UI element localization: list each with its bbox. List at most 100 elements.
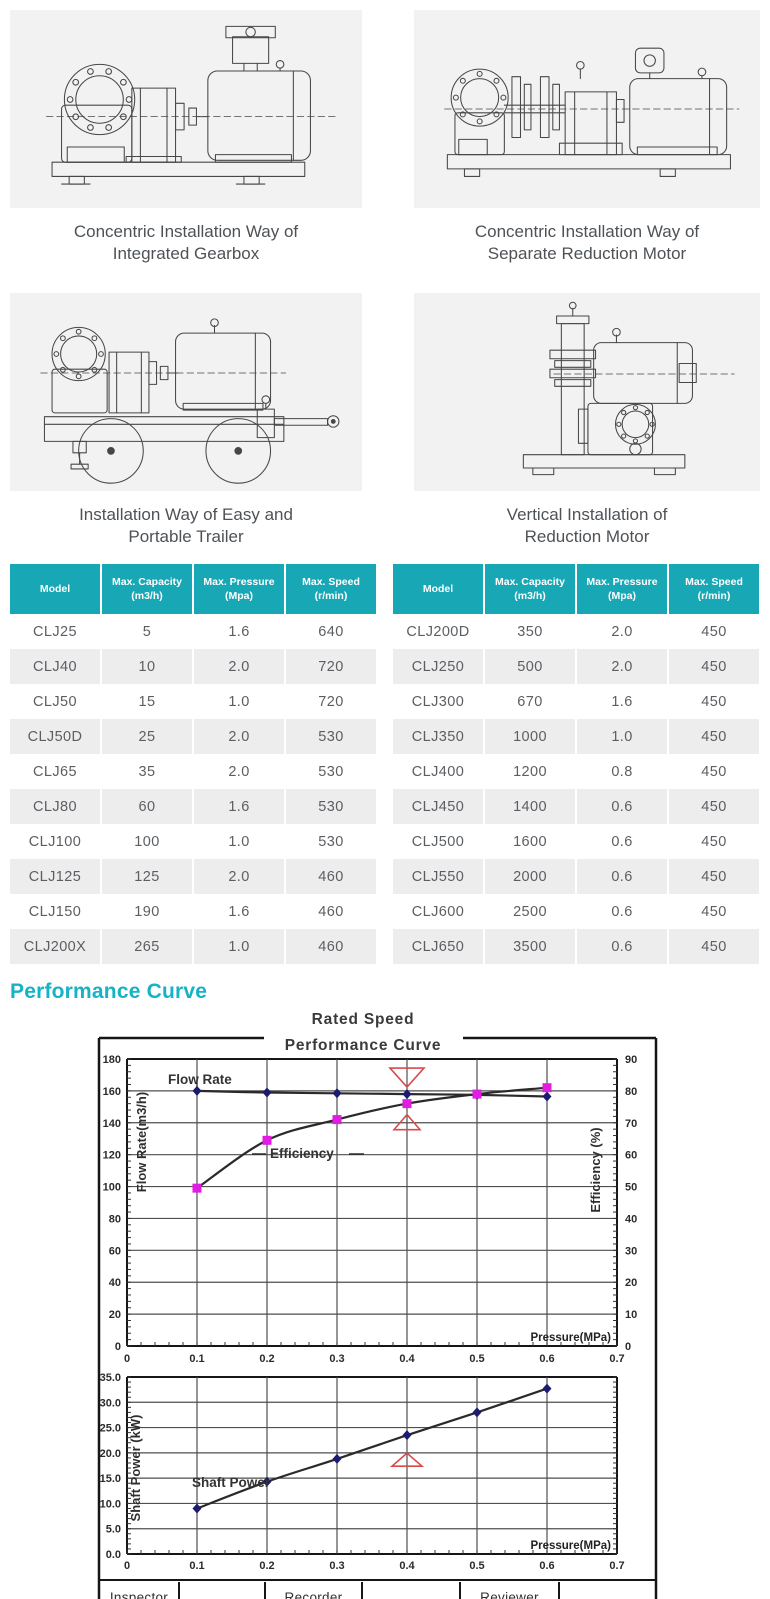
- svg-text:0.6: 0.6: [539, 1560, 554, 1572]
- column-header: Model: [393, 564, 483, 614]
- vertical-reduction-motor-drawing-panel: [414, 293, 760, 491]
- svg-text:140: 140: [103, 1118, 121, 1130]
- performance-curve-heading: Performance Curve: [10, 980, 208, 1003]
- svg-text:10.0: 10.0: [100, 1498, 121, 1510]
- vertical-reduction-motor-drawing: [522, 301, 735, 476]
- svg-text:60: 60: [109, 1245, 121, 1257]
- table-cell: CLJ450: [393, 789, 483, 824]
- table-cell: CLJ25: [33, 623, 77, 640]
- table-cell: 350: [517, 623, 543, 640]
- table-cell: 60: [102, 789, 192, 824]
- svg-text:40: 40: [109, 1277, 121, 1289]
- table-row: CLJ350 1000 1.0 450: [393, 719, 759, 754]
- svg-text:0.1: 0.1: [189, 1353, 204, 1365]
- table-cell: 265: [102, 929, 192, 964]
- table-cell: 530: [318, 833, 344, 850]
- table-cell: 670: [517, 693, 543, 710]
- table-row: CLJ300 670 1.6 450: [393, 684, 759, 719]
- svg-text:0.4: 0.4: [399, 1353, 415, 1365]
- table-row: CLJ50D 25 2.0 530: [10, 719, 376, 754]
- svg-text:0: 0: [625, 1341, 631, 1353]
- table-row: CLJ600 2500 0.6 450: [393, 894, 759, 929]
- caption-line: Installation Way of Easy and: [79, 505, 293, 524]
- table-cell: CLJ100: [28, 833, 82, 850]
- svg-text:160: 160: [103, 1086, 121, 1098]
- caption-line: Reduction Motor: [524, 527, 650, 546]
- table-cell: 450: [669, 649, 759, 684]
- caption-line: Concentric Installation Way of: [474, 222, 700, 241]
- table-cell: 450: [701, 623, 727, 640]
- column-header: Max. Pressure (Mpa): [577, 564, 667, 614]
- table-cell: 0.6: [611, 903, 633, 920]
- svg-text:5.0: 5.0: [106, 1524, 121, 1536]
- installation-figures-section: Concentric Installation Way of Integrate…: [0, 0, 770, 548]
- table-cell: CLJ250: [393, 649, 483, 684]
- table-cell: 720: [286, 649, 376, 684]
- table-cell: 1.0: [194, 929, 284, 964]
- table-cell: 2.0: [194, 649, 284, 684]
- svg-text:0.2: 0.2: [259, 1353, 274, 1365]
- column-header: Max. Speed (r/min): [669, 564, 759, 614]
- table-cell: CLJ150: [28, 903, 82, 920]
- performance-curve-figure: Rated Speed Performance Curve 0 0 20 10 40 20 60…: [0, 1010, 770, 1599]
- table-cell: 35: [138, 763, 156, 780]
- svg-text:Pressure(MPa): Pressure(MPa): [530, 1540, 611, 1552]
- svg-text:0.1: 0.1: [189, 1560, 204, 1572]
- svg-text:20: 20: [625, 1277, 637, 1289]
- table-cell: 460: [318, 903, 344, 920]
- table-row: CLJ250 500 2.0 450: [393, 649, 759, 684]
- svg-text:Flow Rate(m3/h): Flow Rate(m3/h): [134, 1092, 149, 1192]
- table-cell: 530: [318, 763, 344, 780]
- table-cell: 1.0: [577, 719, 667, 754]
- table-cell: CLJ200X: [10, 929, 100, 964]
- svg-text:25.0: 25.0: [100, 1423, 121, 1435]
- svg-text:60: 60: [625, 1150, 637, 1162]
- install-figure-vertical-reduction-motor: Vertical Installation of Reduction Motor: [414, 293, 760, 548]
- svg-text:40: 40: [625, 1213, 637, 1225]
- table-cell: CLJ600: [411, 903, 465, 920]
- svg-text:0.7: 0.7: [609, 1353, 624, 1365]
- svg-text:50: 50: [625, 1182, 637, 1194]
- svg-text:20.0: 20.0: [100, 1448, 121, 1460]
- table-cell: CLJ350: [393, 719, 483, 754]
- svg-text:80: 80: [109, 1213, 121, 1225]
- table-cell: 450: [669, 929, 759, 964]
- svg-text:70: 70: [625, 1118, 637, 1130]
- table-cell: 0.6: [577, 789, 667, 824]
- table-cell: 2.0: [577, 649, 667, 684]
- table-cell: 0.6: [577, 859, 667, 894]
- table-cell: 1.6: [228, 903, 250, 920]
- svg-text:0: 0: [115, 1341, 121, 1353]
- table-row: CLJ125 125 2.0 460: [10, 859, 376, 894]
- svg-text:Efficiency: Efficiency: [270, 1146, 334, 1161]
- table-cell: 1.6: [611, 693, 633, 710]
- install-figure-separate-reduction-motor: Concentric Installation Way of Separate …: [414, 10, 760, 265]
- table-row: CLJ200D 350 2.0 450: [393, 614, 759, 649]
- portable-trailer-drawing: [40, 318, 340, 484]
- svg-text:Rated Speed: Rated Speed: [312, 1011, 415, 1028]
- integrated-gearbox-drawing: [45, 25, 336, 185]
- column-header: Model: [10, 564, 100, 614]
- table-row: CLJ65 35 2.0 530: [10, 754, 376, 789]
- svg-text:0.4: 0.4: [399, 1560, 415, 1572]
- caption-line: Vertical Installation of: [506, 505, 668, 524]
- table-row: CLJ400 1200 0.8 450: [393, 754, 759, 789]
- column-header: Max. Speed (r/min): [286, 564, 376, 614]
- spec-table-left: Model Max. Capacity (m3/h) Max. Pressure (Mp…: [8, 564, 378, 964]
- table-row: CLJ500 1600 0.6 450: [393, 824, 759, 859]
- svg-text:Recorder: Recorder: [285, 1590, 343, 1599]
- svg-text:0.3: 0.3: [329, 1560, 344, 1572]
- table-cell: 190: [134, 903, 160, 920]
- table-cell: 2.0: [194, 719, 284, 754]
- column-header: Max. Pressure (Mpa): [194, 564, 284, 614]
- table-cell: 1200: [513, 763, 547, 780]
- table-row: CLJ150 190 1.6 460: [10, 894, 376, 929]
- svg-text:0.7: 0.7: [609, 1560, 624, 1572]
- table-cell: CLJ80: [10, 789, 100, 824]
- svg-text:80: 80: [625, 1086, 637, 1098]
- svg-text:Performance Curve: Performance Curve: [285, 1037, 442, 1054]
- table-row: CLJ50 15 1.0 720: [10, 684, 376, 719]
- svg-text:0.0: 0.0: [106, 1549, 121, 1561]
